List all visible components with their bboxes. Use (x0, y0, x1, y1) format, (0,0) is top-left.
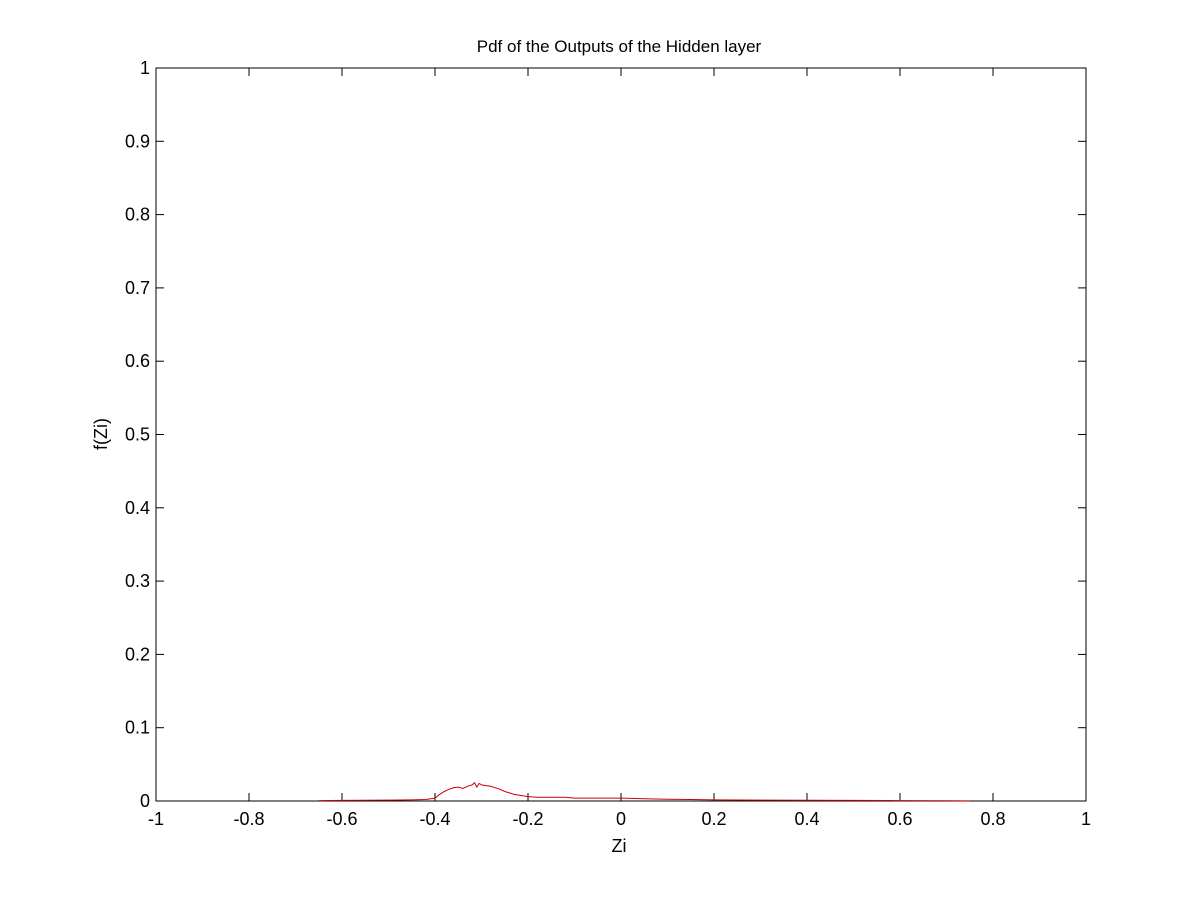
y-tick-label: 0.6 (125, 351, 150, 371)
y-tick-label: 0.4 (125, 498, 150, 518)
x-tick-label: -0.2 (512, 809, 543, 829)
series-line (318, 781, 970, 802)
y-tick-label: 0.5 (125, 425, 150, 445)
x-tick-label: -0.4 (419, 809, 450, 829)
x-tick-label: 1 (1081, 809, 1091, 829)
x-tick-label: -1 (148, 809, 164, 829)
y-tick-label: 0.7 (125, 278, 150, 298)
x-tick-label: 0.6 (887, 809, 912, 829)
x-tick-label: 0.8 (980, 809, 1005, 829)
y-tick-label: 0.3 (125, 571, 150, 591)
y-tick-label: 1 (140, 58, 150, 78)
x-axis-label: Zi (612, 836, 627, 856)
y-tick-label: 0.2 (125, 644, 150, 664)
chart-title: Pdf of the Outputs of the Hidden layer (477, 37, 762, 56)
x-tick-label: 0.2 (701, 809, 726, 829)
y-tick-label: 0.9 (125, 131, 150, 151)
y-tick-label: 0.8 (125, 205, 150, 225)
x-tick-label: -0.8 (233, 809, 264, 829)
x-tick-label: 0 (616, 809, 626, 829)
y-tick-label: 0.1 (125, 718, 150, 738)
y-tick-label: 0 (140, 791, 150, 811)
plot-area: -1 -0.8 -0.6 -0.4 -0.2 0 0.2 0.4 0.6 0.8 1 0 0.1 0.2 0… (125, 58, 1091, 829)
y-axis-label: f(Zi) (91, 418, 111, 450)
x-tick-label: -0.6 (326, 809, 357, 829)
x-tick-label: 0.4 (794, 809, 819, 829)
